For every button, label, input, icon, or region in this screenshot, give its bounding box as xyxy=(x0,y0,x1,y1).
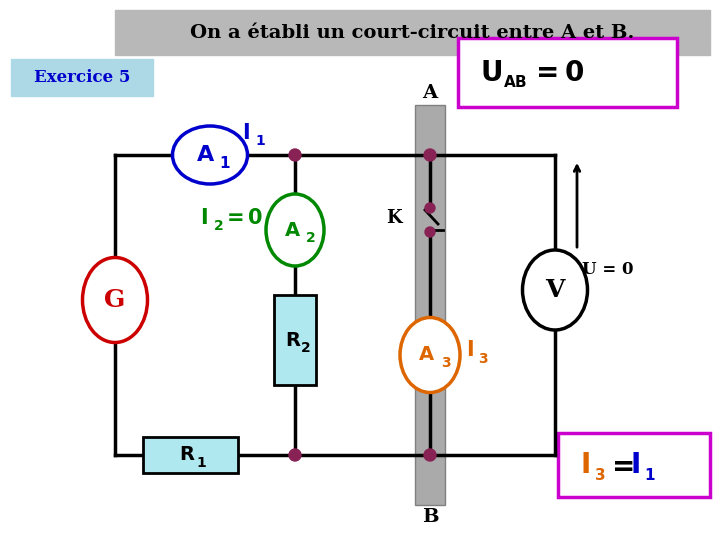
Circle shape xyxy=(424,449,436,461)
Text: G: G xyxy=(104,288,126,312)
Text: $\mathbf{A}$: $\mathbf{A}$ xyxy=(197,145,215,165)
Circle shape xyxy=(425,227,435,237)
Ellipse shape xyxy=(523,250,588,330)
Text: U = 0: U = 0 xyxy=(582,261,634,279)
Circle shape xyxy=(424,149,436,161)
Text: A: A xyxy=(423,84,438,102)
Ellipse shape xyxy=(173,126,248,184)
Text: $\mathbf{1}$: $\mathbf{1}$ xyxy=(220,155,230,171)
Text: $\mathbf{3}$: $\mathbf{3}$ xyxy=(478,352,488,366)
Text: $\mathbf{2}$: $\mathbf{2}$ xyxy=(213,219,223,233)
FancyBboxPatch shape xyxy=(143,437,238,473)
Text: $\mathbf{AB}$: $\mathbf{AB}$ xyxy=(503,74,527,90)
FancyBboxPatch shape xyxy=(558,433,710,497)
Text: $\mathbf{A}$: $\mathbf{A}$ xyxy=(418,346,436,365)
Text: On a établi un court-circuit entre A et B.: On a établi un court-circuit entre A et … xyxy=(190,24,634,42)
Text: $\mathbf{3}$: $\mathbf{3}$ xyxy=(441,356,451,370)
Text: $\mathbf{1}$: $\mathbf{1}$ xyxy=(255,134,266,148)
Text: $\mathbf{R}$: $\mathbf{R}$ xyxy=(284,330,301,349)
Text: $\mathbf{I}$: $\mathbf{I}$ xyxy=(466,340,474,360)
FancyBboxPatch shape xyxy=(11,59,153,96)
Text: $\mathbf{1}$: $\mathbf{1}$ xyxy=(644,467,655,483)
Text: $\mathbf{A}$: $\mathbf{A}$ xyxy=(284,220,300,240)
Text: Exercice 5: Exercice 5 xyxy=(34,70,130,86)
Text: $\mathbf{I}$: $\mathbf{I}$ xyxy=(580,451,590,479)
Circle shape xyxy=(289,449,301,461)
Text: $\mathbf{U}$: $\mathbf{U}$ xyxy=(480,59,502,87)
Text: $\mathbf{I}$: $\mathbf{I}$ xyxy=(242,123,250,143)
Text: $\mathbf{= 0}$: $\mathbf{= 0}$ xyxy=(530,59,584,87)
FancyBboxPatch shape xyxy=(415,105,445,505)
FancyBboxPatch shape xyxy=(274,295,316,385)
FancyBboxPatch shape xyxy=(115,10,710,55)
Text: $\mathbf{1}$: $\mathbf{1}$ xyxy=(196,456,207,470)
Text: $\mathbf{= }$: $\mathbf{= }$ xyxy=(606,451,634,479)
Text: $\mathbf{I}$: $\mathbf{I}$ xyxy=(630,451,640,479)
Circle shape xyxy=(425,203,435,213)
Ellipse shape xyxy=(266,194,324,266)
Text: $\mathbf{I}$: $\mathbf{I}$ xyxy=(200,208,208,228)
Text: $\mathbf{2}$: $\mathbf{2}$ xyxy=(305,231,315,245)
Text: $\mathbf{= 0}$: $\mathbf{= 0}$ xyxy=(222,208,263,228)
Text: K: K xyxy=(387,209,402,227)
Circle shape xyxy=(289,149,301,161)
Text: $\mathbf{3}$: $\mathbf{3}$ xyxy=(594,467,606,483)
Text: V: V xyxy=(545,278,564,302)
Text: B: B xyxy=(422,508,438,526)
Text: $\mathbf{R}$: $\mathbf{R}$ xyxy=(179,446,195,464)
Ellipse shape xyxy=(400,318,460,393)
Text: $\mathbf{2}$: $\mathbf{2}$ xyxy=(300,341,310,355)
FancyBboxPatch shape xyxy=(458,38,677,107)
Ellipse shape xyxy=(83,258,148,342)
